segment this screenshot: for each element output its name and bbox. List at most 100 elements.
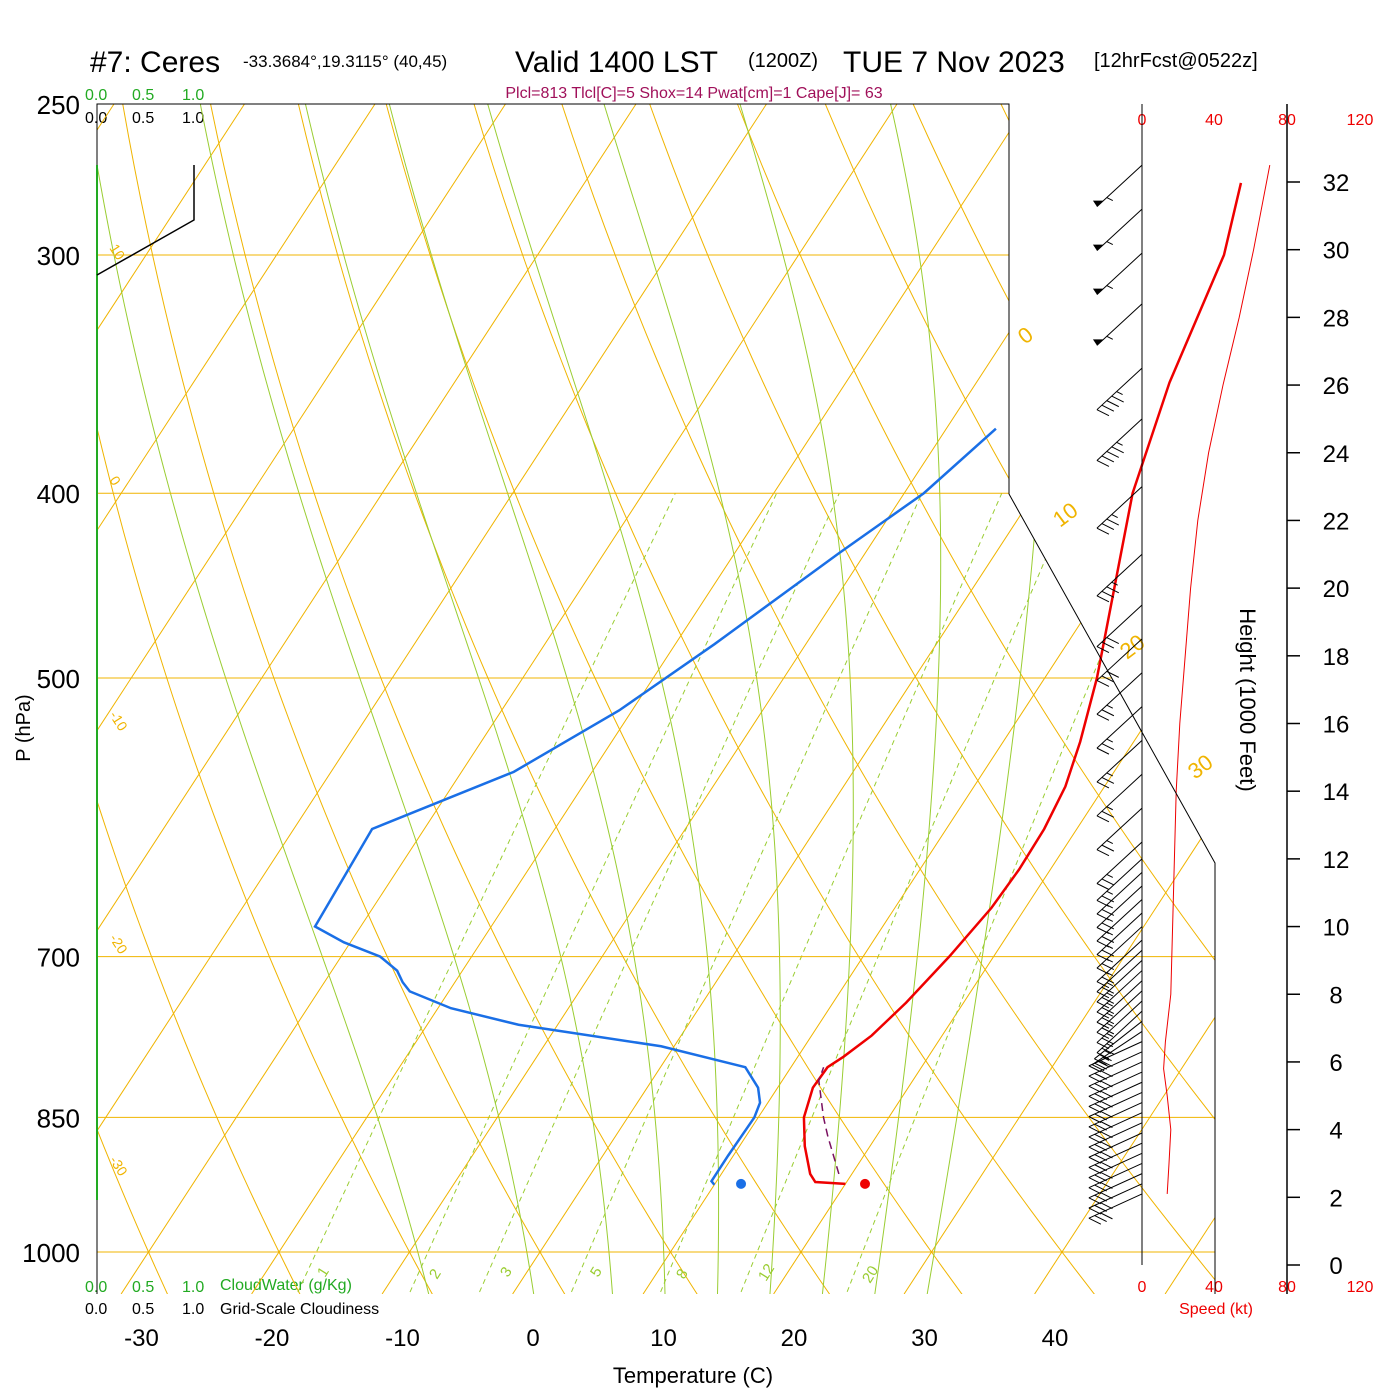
- wind-barb-staff: [1096, 912, 1143, 955]
- wind-barb-feather: [1106, 518, 1120, 526]
- bottom-cloudiness-legend: 0.0 0.5 1.0 Grid-Scale Cloudiness: [85, 1301, 379, 1318]
- isotherm-line: [1296, 104, 1400, 1294]
- pressure-tick-label: 1000: [22, 1238, 80, 1268]
- mixing-ratio-label: 2: [426, 1266, 445, 1282]
- wind-barb: [1094, 1020, 1143, 1066]
- wind-barb-feather: [1101, 1037, 1115, 1045]
- wind-barb: [1096, 740, 1143, 789]
- moist-adiabat-line: [97, 104, 431, 1294]
- height-tick-label: 10: [1323, 915, 1350, 942]
- wind-barb-feather: [1088, 1126, 1102, 1134]
- top-cloudwater-tick: 0.5: [132, 87, 154, 104]
- wind-barb-half-feather: [1106, 1022, 1114, 1027]
- wind-barb-feather: [1094, 1204, 1107, 1212]
- height-tick-label: 28: [1323, 305, 1350, 332]
- height-tick-label: 22: [1323, 508, 1350, 535]
- wind-barb-feather: [1088, 1166, 1102, 1174]
- wind-barb-staff: [1088, 1102, 1143, 1128]
- grid-clip-group: [97, 104, 1400, 1294]
- wind-barb-feather: [1101, 922, 1115, 930]
- isotherm-line: [1034, 104, 1215, 1294]
- wind-barb-staff: [1088, 1091, 1143, 1118]
- wind-barb-staff: [1088, 1112, 1143, 1138]
- top-cloudiness-tick: 0.5: [132, 110, 154, 127]
- wind-barb-feather: [1096, 954, 1110, 962]
- wind-barb-feather: [1106, 586, 1120, 594]
- speed-tick-top: 40: [1205, 112, 1223, 129]
- wind-barb-half-feather: [1106, 738, 1114, 743]
- wind-barb-staff: [1088, 1152, 1143, 1179]
- moist-adiabat-line: [380, 104, 666, 1294]
- wind-barb-half-feather: [1111, 514, 1118, 518]
- wind-barb: [1088, 1061, 1143, 1093]
- height-tick-label: 16: [1323, 712, 1350, 739]
- wind-barb: [1088, 1071, 1143, 1103]
- wind-barb-staff: [1096, 706, 1143, 749]
- isotherm-label: -10: [106, 708, 131, 734]
- wind-barb-staff: [1088, 1183, 1143, 1209]
- wind-barb-flag: [1092, 200, 1104, 207]
- wind-barb-feather: [1088, 1075, 1102, 1083]
- wind-barb-feather: [1101, 986, 1115, 994]
- temperature-tick-label: 40: [1042, 1325, 1069, 1352]
- moist-adiabat-line: [193, 104, 536, 1294]
- title-forecast: [12hrFcst@0522z]: [1094, 50, 1258, 72]
- wind-barb-flag: [1092, 339, 1104, 346]
- height-tick-label: 30: [1323, 238, 1350, 265]
- wind-barb: [1096, 706, 1143, 755]
- wind-barb: [1088, 1091, 1143, 1124]
- mixing-ratio-line: [293, 492, 676, 1294]
- wind-barb: [1096, 807, 1143, 857]
- wind-barb-half-feather: [1106, 806, 1114, 811]
- wind-barb-staff: [1096, 899, 1143, 942]
- moist-adiabat-line: [593, 104, 781, 1294]
- wind-barb-feather: [1096, 849, 1110, 857]
- dry-adiabat-line: [203, 104, 702, 1294]
- wind-barb-feather: [1088, 1116, 1102, 1124]
- parcel-line: [818, 1066, 840, 1175]
- pressure-tick-label: 850: [37, 1103, 80, 1133]
- bottom-cloudiness-tick: 0.0: [85, 1301, 107, 1318]
- wind-barb: [1088, 1132, 1143, 1164]
- wind-barb-staff: [1088, 1193, 1143, 1219]
- wind-barb-feather: [1096, 927, 1110, 934]
- wind-barb-feather: [1096, 1001, 1110, 1009]
- wind-barb-feather: [1094, 1113, 1107, 1121]
- wind-barb-feather: [1100, 1090, 1113, 1098]
- isotherm-line: [97, 104, 767, 1294]
- wind-barb-half-feather: [1106, 982, 1114, 987]
- wind-barb-feather: [1094, 1194, 1107, 1202]
- wind-barb-feather: [1106, 450, 1120, 458]
- wind-barb: [1088, 1041, 1143, 1073]
- wind-barb-feather: [1096, 913, 1110, 921]
- wind-barb-feather: [1096, 1031, 1110, 1039]
- wind-barb-feather: [1096, 967, 1110, 975]
- wind-barb-feather: [1101, 523, 1115, 531]
- isotherm-line: [97, 104, 506, 1294]
- wind-barb: [1088, 1173, 1143, 1205]
- wind-barb-feather: [1101, 996, 1115, 1004]
- pressure-tick-label: 500: [37, 664, 80, 694]
- wind-barb-feather: [1106, 637, 1120, 644]
- wind-barb-flag: [1092, 244, 1104, 251]
- wind-barb-feather: [1101, 895, 1115, 903]
- wind-barb-feather: [1100, 1141, 1113, 1149]
- isotherm-label: -30: [106, 1153, 131, 1179]
- wind-barb-feather: [1101, 936, 1115, 943]
- dry-adiabat-line: [1158, 104, 1215, 1294]
- wind-barb-staff: [1096, 672, 1143, 715]
- bottom-cloudiness-tick: 0.5: [132, 1301, 154, 1318]
- isotherm-label: 10: [106, 241, 128, 263]
- wind-barb-feather: [1094, 1072, 1107, 1080]
- wind-barb-feather: [1096, 460, 1110, 467]
- height-tick-label: 18: [1323, 644, 1350, 671]
- wind-barb-feather: [1088, 1177, 1102, 1184]
- wind-barb: [1092, 164, 1143, 207]
- wind-barb-half-feather: [1106, 1033, 1114, 1037]
- wind-barb-half-feather: [1106, 772, 1114, 777]
- wind-barb-feather: [1094, 1083, 1107, 1090]
- wind-barb-feather: [1101, 641, 1115, 649]
- temperature-tick-label: -10: [385, 1325, 420, 1352]
- top-cloudiness-tick: 1.0: [182, 110, 204, 127]
- cloudwater-label: CloudWater (g/Kg): [220, 1277, 352, 1294]
